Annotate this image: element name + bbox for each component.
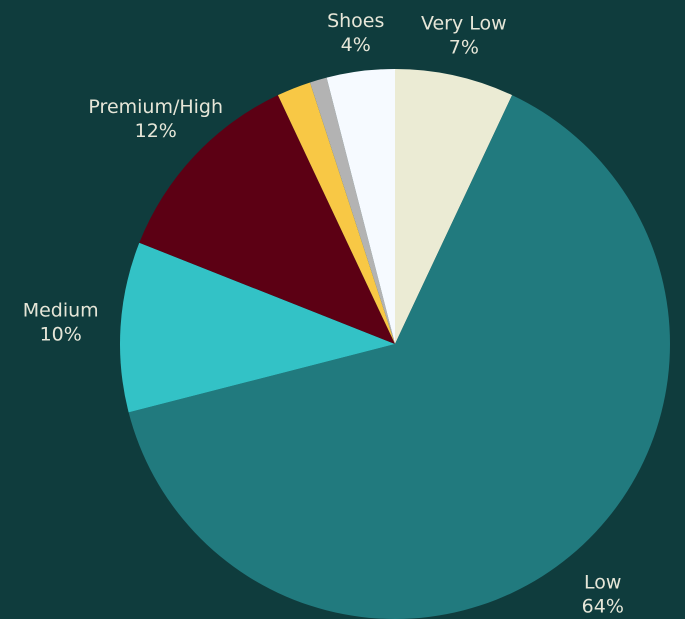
pie-slice — [139, 95, 395, 344]
slice-label: Medium — [23, 299, 99, 321]
pie-slice — [395, 69, 513, 344]
pie-slice — [326, 69, 395, 344]
slice-value-label: 4% — [341, 34, 371, 56]
pie-slice — [310, 77, 395, 344]
slice-label: Premium/High — [88, 96, 223, 118]
pie-slice — [128, 95, 670, 619]
slice-value-label: 64% — [582, 596, 624, 618]
slice-value-label: 10% — [40, 323, 82, 345]
pie-slice — [120, 242, 396, 413]
slice-value-label: 7% — [449, 37, 479, 59]
slice-label: Very Low — [421, 13, 507, 35]
slice-value-label: 12% — [135, 120, 177, 142]
pie-slice — [277, 82, 395, 344]
slice-label: Shoes — [327, 10, 384, 32]
slice-label: Low — [584, 572, 621, 594]
